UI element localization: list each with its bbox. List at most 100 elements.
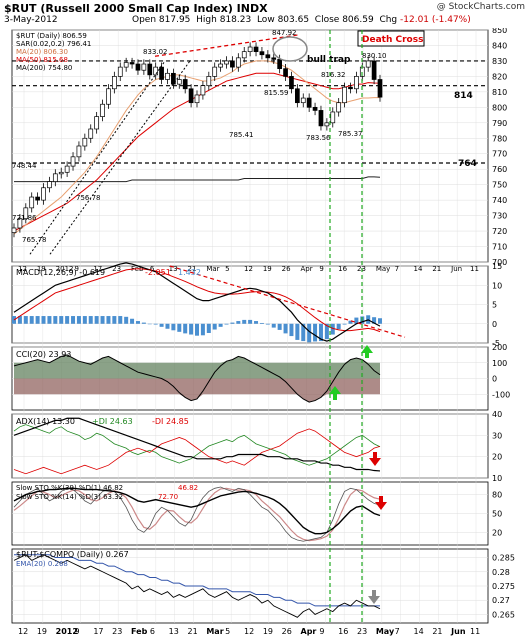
macd-histogram-bar (236, 321, 241, 324)
macd-histogram-bar (277, 323, 282, 330)
y-tick-label-price: 750 (492, 181, 507, 190)
watermark: @ StockCharts.com (436, 2, 525, 12)
candle-body (218, 63, 223, 68)
y-tick-label-price: 820 (492, 72, 507, 81)
y-tick-label-price: 770 (492, 150, 507, 159)
macd-histogram-bar (330, 323, 335, 335)
x-tick-label-mid: 11 (470, 265, 479, 273)
x-tick-label: May (376, 627, 395, 636)
close-value: 806.59 (342, 15, 374, 25)
candle-body (47, 181, 52, 189)
x-tick-label: 21 (432, 627, 442, 636)
sto14-legend: Slow STO %K(14) %D(3) 63.32 (16, 493, 123, 501)
candle-body (23, 207, 29, 220)
x-tick-label: Jun (450, 627, 466, 636)
macd-histogram-bar (106, 316, 111, 324)
macd-histogram-bar (65, 316, 70, 324)
macd-signal-series (13, 268, 381, 333)
candle-body (348, 86, 353, 90)
x-tick-label: 9 (75, 627, 80, 636)
y-tick-label-price: 700 (492, 258, 507, 267)
price-tag: 783.56 (306, 134, 331, 142)
high-label: High (196, 15, 217, 25)
resistance-line (154, 33, 301, 57)
y-tick-label-price: 730 (492, 212, 507, 221)
macd-histogram-bar (76, 316, 81, 324)
price-tag: 847.92 (272, 29, 297, 37)
macd-histogram-bar (189, 323, 194, 335)
y-tick-label-cci: 0 (492, 375, 497, 384)
x-tick-label-mid: 26 (282, 265, 291, 273)
down-arrow-icon (369, 452, 381, 466)
price-tag: 721.86 (12, 214, 37, 222)
price-tag: 765.78 (22, 236, 47, 244)
candle-body (94, 116, 99, 130)
candle-body (300, 97, 306, 104)
death-cross-box (357, 30, 425, 47)
x-tick-label-mid: 7 (395, 265, 399, 273)
bull-trap-circle (272, 36, 308, 62)
x-tick-label: Mar (206, 627, 223, 636)
x-tick-label-mid: 9 (75, 265, 79, 273)
candle-body (135, 63, 141, 71)
candle-body (41, 187, 46, 201)
x-tick-label: 26 (282, 627, 292, 636)
y-tick-label-price: 710 (492, 243, 507, 252)
macd-histogram-bar (130, 318, 135, 324)
macd-histogram-bar (29, 316, 34, 324)
macd-histogram-bar (212, 323, 217, 330)
candle-body (76, 145, 82, 158)
ma200-series (14, 176, 381, 183)
y-tick-label-cci: 200 (492, 343, 507, 352)
x-tick-label-mid: 19 (263, 265, 272, 273)
adx-legend-plus: +DI 24.63 (92, 417, 133, 426)
macd-histogram-bar (254, 321, 259, 324)
x-tick-label: 11 (470, 627, 480, 636)
candle-body (324, 122, 330, 127)
price-tag: 756.78 (76, 194, 101, 202)
price-legend-item: MA(20) 806.30 (16, 48, 68, 56)
x-tick-label-mid: 17 (93, 265, 102, 273)
macd-histogram-bar (342, 323, 347, 325)
adx-series (13, 417, 381, 472)
up-arrow-icon (361, 345, 373, 358)
y-tick-label-macd: 15 (492, 262, 502, 271)
ratio-legend: $RUT:$COMPQ (Daily) 0.267 (16, 550, 129, 559)
candle-body (88, 128, 94, 139)
candle-body (312, 106, 318, 111)
x-tick-label: 12 (244, 627, 254, 636)
macd-histogram-bar (147, 323, 152, 325)
candle-body (247, 46, 253, 53)
macd-histogram-bar (378, 318, 382, 324)
x-tick-label-mid: Jun (450, 265, 462, 273)
macd-histogram-bar (271, 323, 276, 328)
macd-histogram-bar (307, 323, 312, 343)
macd-histogram-bar (71, 316, 76, 324)
plus-di-series (13, 424, 381, 466)
macd-trendline (169, 265, 406, 338)
candle-body (259, 51, 265, 56)
macd-legend: MACD(12,26,9) -0.619 (16, 268, 105, 277)
macd-histogram-bar (35, 316, 40, 324)
chart-header: $RUT (Russell 2000 Small Cap Index) INDX… (0, 0, 529, 28)
macd-histogram-bar (88, 316, 93, 324)
candle-body (230, 60, 235, 68)
level-label-814: 814 (454, 91, 473, 101)
x-tick-label-mid: May (376, 265, 390, 273)
macd-histogram-bar (372, 317, 377, 324)
candle-body (165, 72, 170, 80)
macd-histogram-bar (348, 320, 353, 324)
open-value: 817.95 (158, 15, 191, 25)
macd-histogram-bar (230, 322, 235, 324)
candle-body (241, 51, 247, 59)
macd-histogram-bar (313, 323, 318, 342)
macd-histogram-bar (159, 323, 164, 327)
x-tick-label-mid: 21 (432, 265, 441, 273)
macd-histogram-bar (265, 323, 270, 325)
macd-histogram-bar (224, 323, 229, 325)
macd-histogram-bar (53, 316, 58, 324)
candle-body (200, 85, 206, 96)
y-tick-label-ratio: 0.285 (492, 554, 515, 563)
candle-body (70, 156, 76, 167)
macd-histogram-bar (183, 323, 188, 334)
